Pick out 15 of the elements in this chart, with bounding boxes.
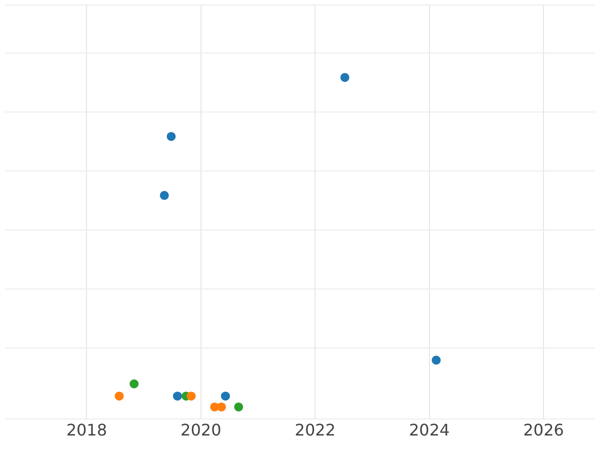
point — [160, 190, 169, 200]
x-tick-label: 2024 — [409, 420, 450, 440]
x-tick-label: 2020 — [180, 420, 222, 440]
point — [172, 392, 182, 401]
point — [340, 72, 350, 82]
point — [220, 392, 230, 401]
point — [166, 132, 176, 141]
point — [432, 356, 441, 365]
point — [114, 392, 124, 401]
point — [130, 379, 139, 388]
point — [234, 402, 244, 412]
x-tick-label: 2026 — [523, 420, 564, 440]
point — [186, 392, 196, 401]
x-tick-label: 2022 — [294, 420, 336, 440]
x-tick-label: 2018 — [66, 420, 108, 440]
